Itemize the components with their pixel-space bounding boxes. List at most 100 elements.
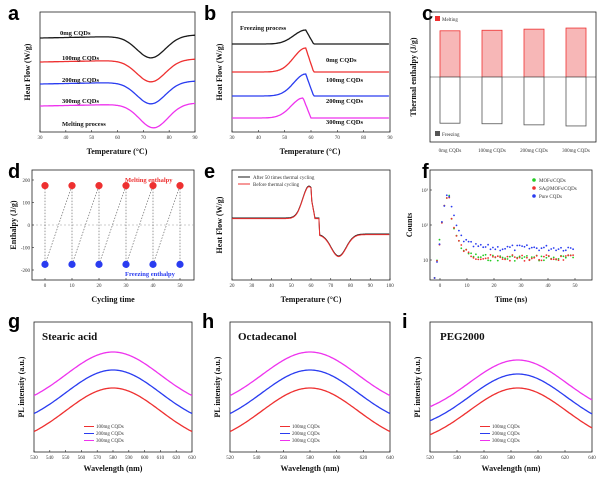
x-tick-label: 70 [328, 284, 334, 289]
x-tick-label: 30 [124, 284, 130, 289]
decay-point [482, 254, 485, 257]
pl-curve [33, 387, 193, 433]
category-label: 300mg CQDs [562, 149, 590, 154]
decay-point [567, 254, 570, 257]
decay-point [467, 252, 470, 255]
y-axis-label: PL intensity (a.u.) [413, 356, 422, 417]
x-tick-label: 50 [178, 284, 184, 289]
decay-point [484, 253, 487, 256]
decay-point [441, 221, 443, 223]
category-label: 100mg CQDs [478, 149, 506, 154]
melting-bar [523, 28, 545, 78]
decay-point [557, 248, 560, 250]
decay-point [535, 254, 538, 257]
decay-point [496, 255, 499, 258]
x-tick-label: 80 [361, 136, 367, 141]
x-tick-label: 540 [253, 456, 261, 461]
decay-point [499, 249, 502, 252]
series-label: 300mg CQDs [326, 119, 363, 126]
decay-point [543, 259, 545, 262]
freezing-bar [439, 76, 461, 124]
decay-point [562, 259, 565, 261]
melting-bar [439, 30, 461, 78]
decay-point [552, 256, 555, 259]
decay-point [506, 245, 509, 248]
x-axis-label: Temperature (°C) [280, 147, 341, 156]
dsc-curve [232, 186, 390, 258]
decay-point [523, 256, 526, 258]
x-tick-label: 50 [289, 284, 295, 289]
legend-label: 300mg CQDs [292, 439, 320, 444]
decay-point [530, 256, 533, 258]
pl-spectra-octadecanol-chart: Octadecanol 520 540 560 580 600 620 640 100mg … [213, 321, 394, 473]
decay-point [509, 255, 511, 258]
x-tick-label: 100 [386, 284, 394, 289]
decay-point [528, 259, 531, 262]
x-tick-label: 30 [519, 284, 525, 289]
decay-point [467, 240, 470, 243]
decay-point [560, 255, 562, 258]
panel-label-h: h [202, 311, 215, 333]
melting-enthalpy-label: Melting enthalpy [125, 177, 173, 184]
x-tick-label: 60 [115, 136, 121, 141]
y-tick-label: 10³ [422, 188, 429, 194]
melting-point [176, 182, 184, 190]
y-axis-label: Heat Flow (W/g) [215, 43, 224, 100]
decay-point [462, 240, 465, 243]
cycle-connector [98, 185, 127, 265]
panel-label-a: a [8, 3, 20, 25]
decay-point [460, 234, 463, 237]
decay-point [489, 254, 492, 256]
y-tick-label: 10² [422, 223, 429, 229]
dsc-curve [232, 185, 390, 257]
x-tick-label: 630 [188, 456, 196, 461]
x-tick-label: 560 [480, 456, 488, 461]
x-tick-label: 520 [426, 456, 434, 461]
decay-point [484, 257, 487, 260]
x-axis-label: Wavelength (nm) [84, 464, 143, 473]
melting-point [41, 182, 49, 190]
cycle-connector [125, 185, 154, 265]
series-label: 200mg CQDs [326, 98, 363, 105]
legend-label: 100mg CQDs [292, 425, 320, 430]
decay-point [465, 238, 468, 241]
decay-point [460, 247, 463, 250]
thermal-cycling-dsc-chart: 20 30 40 50 60 70 80 90 100 After 50 times therm… [215, 169, 394, 304]
decay-point [453, 226, 455, 229]
decay-point [479, 243, 482, 246]
decay-point [564, 249, 567, 252]
melting-bar [481, 29, 503, 78]
decay-point [545, 254, 548, 256]
legend-label: Melting [442, 18, 458, 23]
pl-curve [229, 369, 391, 415]
freezing-enthalpy-label: Freezing enthalpy [125, 271, 176, 278]
pl-spectra-peg-chart: PEG2000 520 540 560 580 600 620 640 100mg CQDs… [413, 321, 596, 473]
melting-point [149, 182, 157, 190]
decay-point [475, 243, 477, 245]
dsc-curve [232, 47, 389, 73]
decay-point [557, 258, 560, 260]
x-tick-label: 0 [439, 284, 442, 289]
x-tick-label: 570 [93, 456, 101, 461]
decay-point [433, 277, 436, 279]
decay-point [475, 253, 477, 256]
y-axis-label: Counts [405, 213, 414, 237]
x-tick-label: 70 [141, 136, 147, 141]
x-tick-label: 30 [38, 136, 44, 141]
decay-point [543, 246, 545, 249]
decay-point [572, 254, 574, 256]
x-axis-label: Wavelength (nm) [482, 464, 541, 473]
panel-title: Stearic acid [42, 331, 97, 343]
x-axis-label: Wavelength (nm) [281, 464, 340, 473]
panel-label-c: c [422, 3, 434, 25]
panel-h: h Octadecanol 520 540 560 580 600 620 640 100m… [200, 308, 400, 477]
panel-f: f 0 10 20 30 40 50 10 10² 10³ MOFs/CQDs SA@MOFs/… [400, 160, 600, 308]
legend-label: 100mg CQDs [492, 425, 520, 430]
legend-label: 300mg CQDs [96, 439, 124, 444]
decay-point [477, 258, 480, 261]
decay-point [496, 259, 499, 262]
decay-point [494, 256, 497, 258]
panel-i: i PEG2000 520 540 560 580 600 620 640 100mg CQ… [400, 308, 600, 477]
decay-point [513, 256, 516, 258]
panel-d: d 0 10 20 30 40 50 200 100 0 -100 -200 Melting ent… [0, 160, 200, 308]
